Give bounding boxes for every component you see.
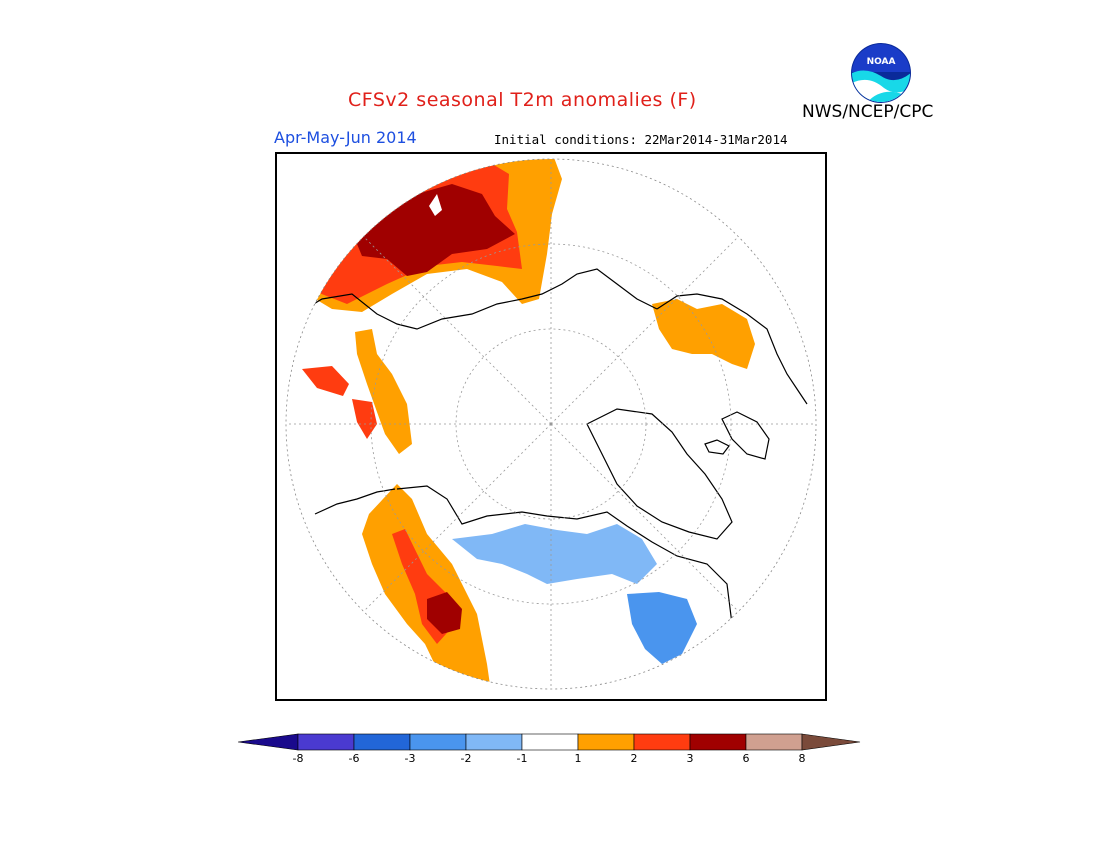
colorbar-bin-2 (353, 733, 411, 751)
colorbar-tick-label: 3 (686, 752, 694, 765)
warm-region-asia-south (352, 399, 377, 439)
warm-region-asia-west (302, 366, 349, 396)
colorbar-left-arrow (237, 733, 299, 751)
map-title: CFSv2 seasonal T2m anomalies (F) (348, 89, 697, 111)
coastline-scandinavia (721, 411, 770, 460)
colorbar-tick-label: 1 (574, 752, 582, 765)
colorbar-tick-label: 2 (630, 752, 638, 765)
coastline-iceland (704, 439, 730, 455)
noaa-logo-text: NOAA (867, 57, 896, 67)
noaa-logo: NOAA (850, 40, 912, 106)
warm-region-europe (652, 299, 755, 369)
colorbar-tick-label: -6 (348, 752, 360, 765)
coastline-alaska (314, 488, 396, 515)
forecast-period: Apr-May-Jun 2014 (274, 128, 417, 147)
warm-region-central-asia (355, 329, 412, 454)
initial-conditions: Initial conditions: 22Mar2014-31Mar2014 (494, 132, 788, 147)
colorbar-tick-label: -1 (516, 752, 528, 765)
colorbar-right-arrow (801, 733, 861, 751)
colorbar-bin-5 (521, 733, 579, 751)
snow-spot (429, 194, 442, 216)
coastline-europe (656, 293, 808, 405)
coastline-greenland (586, 408, 733, 540)
colorbar-bin-4 (465, 733, 523, 751)
coastline-asia (296, 268, 658, 330)
anomaly-map (275, 152, 827, 701)
colorbar (237, 732, 862, 756)
cool-region-arctic-canada (452, 524, 657, 584)
colorbar-tick-label: -2 (460, 752, 472, 765)
colorbar-bin-1 (297, 733, 355, 751)
colorbar-tick-label: 6 (742, 752, 750, 765)
colorbar-bin-9 (745, 733, 803, 751)
colorbar-bin-6 (577, 733, 635, 751)
colorbar-bin-8 (689, 733, 747, 751)
colorbar-tick-label: -8 (292, 752, 304, 765)
very-hot-region-north-america (427, 592, 462, 634)
agency-label: NWS/NCEP/CPC (802, 102, 934, 122)
colorbar-tick-label: 8 (798, 752, 806, 765)
cool-region-hudson (627, 592, 697, 664)
colorbar-bin-7 (633, 733, 691, 751)
polar-disk-border (285, 158, 817, 690)
colorbar-tick-label: -3 (404, 752, 416, 765)
colorbar-bin-3 (409, 733, 467, 751)
